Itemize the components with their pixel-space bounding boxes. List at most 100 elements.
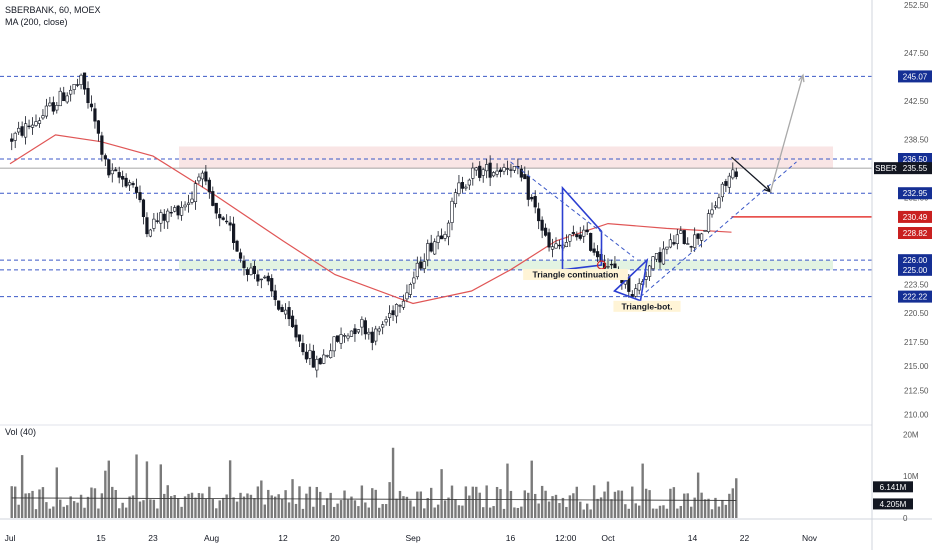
volume-bar [76, 502, 79, 518]
volume-bar [48, 508, 52, 518]
level-badge [898, 263, 932, 276]
volume-badge [873, 481, 913, 493]
volume-bar [402, 496, 405, 518]
candle-body [44, 105, 48, 117]
candle-body [412, 277, 416, 284]
candle-body [280, 307, 284, 313]
candle-body [453, 192, 458, 205]
candle-body [443, 234, 447, 239]
volume-bar [627, 508, 630, 518]
volume-bar [374, 489, 377, 518]
volume-bar [544, 490, 547, 518]
volume-bar [499, 489, 502, 518]
volume-bar [527, 492, 530, 518]
symbol-badge [874, 162, 898, 175]
time-tick-label: 16 [506, 533, 516, 543]
ma-200-line [9, 134, 732, 305]
volume-bar [665, 508, 669, 518]
candle-body [72, 83, 76, 90]
volume-bar [603, 491, 606, 518]
volume-bar [72, 501, 76, 518]
projection-target-arrow [769, 74, 804, 192]
candle-body [360, 319, 364, 328]
volume-bar [211, 498, 214, 518]
price-tick-label: 212.50 [904, 386, 929, 395]
volume-bar [565, 506, 568, 518]
projection-pullback-arrow [731, 156, 771, 193]
triangle-continuation-shape [561, 185, 603, 271]
volume-bar [277, 494, 280, 518]
volume-bar [256, 486, 260, 518]
candle-body [20, 126, 24, 136]
volume-bar [450, 485, 454, 518]
volume-bar [138, 501, 142, 518]
candle-body [211, 191, 215, 206]
volume-bar [679, 505, 682, 518]
candle-body [232, 223, 236, 243]
candle-body [162, 213, 166, 221]
candle-body [270, 278, 274, 292]
candle-body [200, 172, 205, 180]
candle-body [145, 217, 149, 235]
volume-bar [589, 509, 592, 518]
volume-bar [14, 486, 17, 518]
time-tick-label: Nov [802, 533, 818, 543]
candle-body [429, 242, 433, 252]
candle-body [325, 355, 329, 357]
candle-body [627, 277, 631, 292]
candle-body [308, 350, 312, 359]
candle-body [37, 120, 42, 124]
volume-bar [176, 498, 180, 518]
candle-body [148, 229, 153, 237]
price-tick-label: 210.00 [904, 410, 929, 419]
volume-bar [156, 508, 159, 518]
resistance-zone [179, 146, 833, 169]
candle-body [82, 72, 87, 90]
volume-bar [530, 460, 533, 518]
price-tick-label: 238.50 [904, 136, 929, 145]
candle-body [363, 320, 367, 335]
candle-body [107, 159, 111, 176]
volume-bar [17, 504, 20, 518]
candle-body [51, 102, 55, 112]
volume-bar [204, 498, 208, 518]
candle-body [114, 169, 118, 172]
volume-bar [509, 490, 513, 518]
breakout-marker [596, 260, 607, 270]
candle-body [693, 234, 697, 248]
volume-bar [610, 499, 613, 518]
candle-body [450, 200, 454, 223]
candle-body [481, 169, 485, 176]
projection-target-arrow-head [798, 73, 805, 83]
volume-bar [312, 506, 315, 518]
annotation-bg [523, 269, 628, 281]
level-badge-label: 222.22 [903, 293, 928, 302]
candle-body [644, 276, 648, 280]
candle-body [294, 324, 298, 338]
candle-body [720, 183, 724, 198]
volume-tick-label: 0 [903, 514, 908, 523]
candle-body [537, 208, 541, 222]
candle-body [505, 168, 510, 170]
candle-body [183, 204, 187, 208]
candle-body [585, 229, 589, 233]
candle-body [391, 310, 395, 316]
candle-body [419, 261, 423, 269]
price-tick-label: 252.50 [904, 1, 929, 10]
candle-body [252, 265, 257, 274]
volume-bar [475, 486, 478, 518]
volume-bar [239, 492, 242, 518]
volume-bar [93, 488, 97, 518]
volume-bar [568, 495, 572, 518]
volume-bar [717, 506, 721, 518]
volume-bar [440, 469, 443, 518]
candle-body [221, 217, 225, 220]
volume-bar [149, 499, 152, 518]
candle-body [277, 300, 281, 310]
volume-tick-label: 20M [903, 430, 919, 439]
candle-body [141, 199, 146, 217]
candle-body [159, 212, 163, 224]
candle-body [238, 252, 243, 259]
symbol-title: SBERBANK, 60, MOEX [5, 5, 101, 15]
candle-body [301, 343, 305, 353]
